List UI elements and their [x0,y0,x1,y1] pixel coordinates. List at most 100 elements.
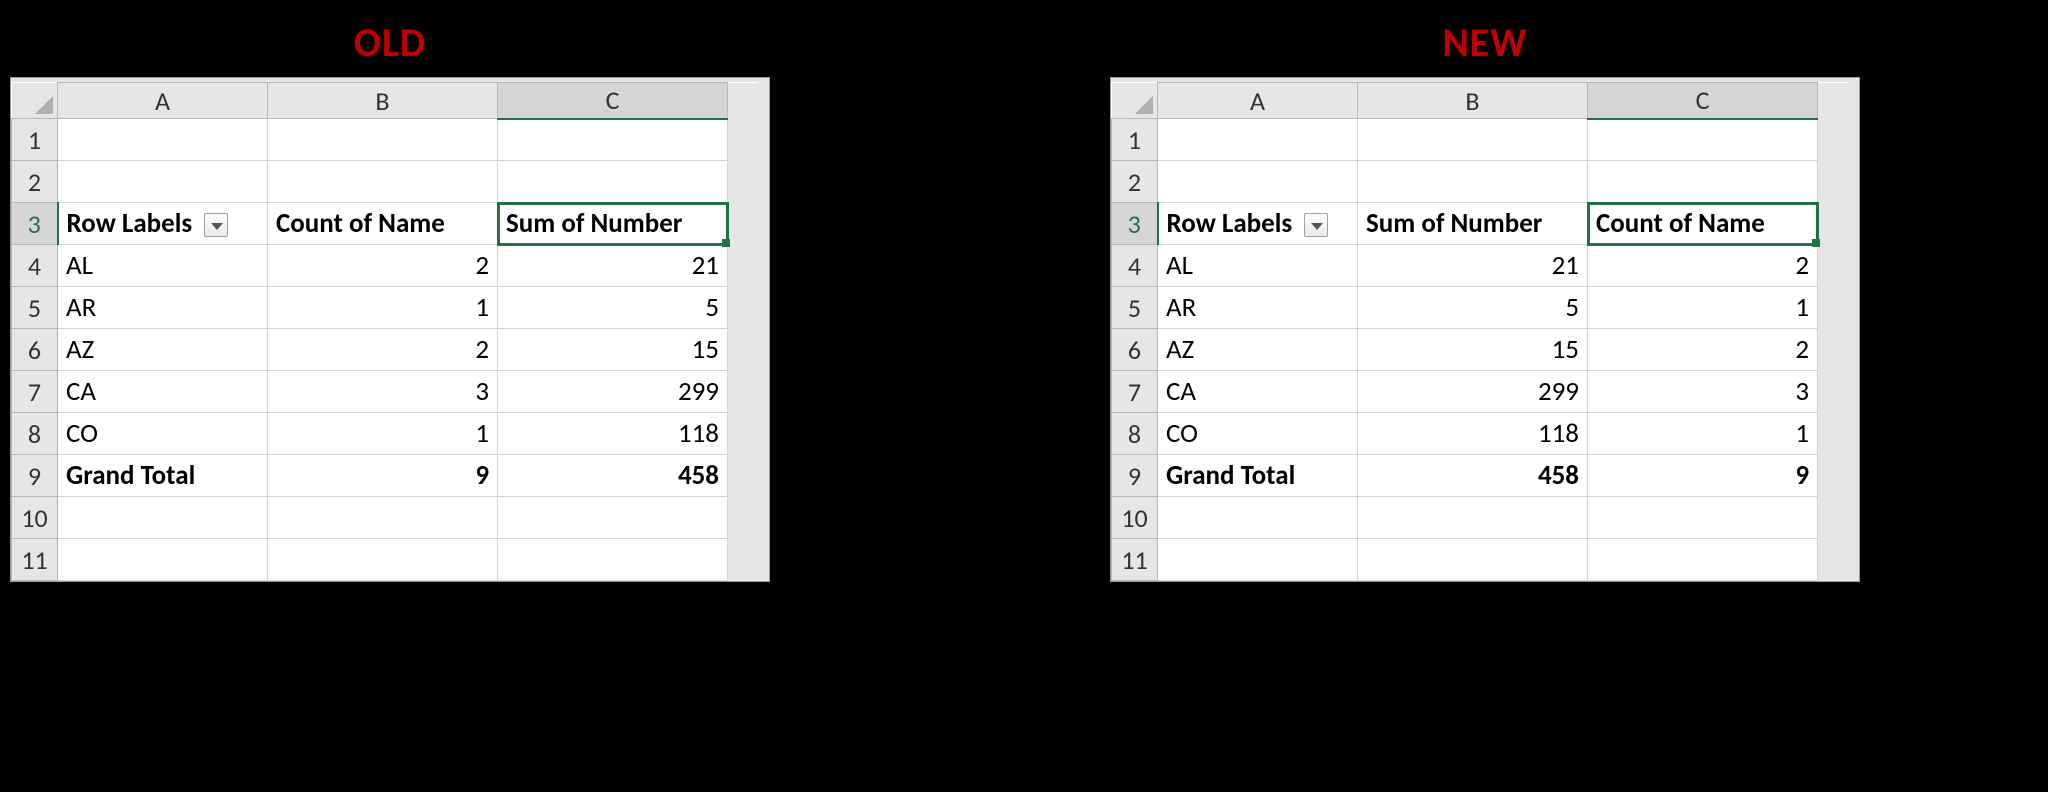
pivot-value[interactable]: 3 [268,371,498,413]
pivot-row-labels-header[interactable]: Row Labels [1158,203,1358,245]
cell[interactable] [58,539,268,581]
grand-total-label[interactable]: Grand Total [1158,455,1358,497]
cell[interactable] [1158,497,1358,539]
pivot-row-label[interactable]: AZ [1158,329,1358,371]
pivot-row-label[interactable]: CO [58,413,268,455]
col-header-a[interactable]: A [1158,83,1358,119]
row-header[interactable]: 5 [1112,287,1158,329]
cell[interactable] [498,539,728,581]
row-header[interactable]: 3 [12,203,58,245]
cell[interactable] [1158,161,1358,203]
cell[interactable] [268,497,498,539]
filter-dropdown-icon[interactable] [204,213,228,237]
cell[interactable] [268,161,498,203]
row-header[interactable]: 10 [12,497,58,539]
cell[interactable] [1588,497,1818,539]
pivot-value[interactable]: 2 [268,329,498,371]
row-header[interactable]: 11 [1112,539,1158,581]
row-header[interactable]: 7 [12,371,58,413]
cell[interactable] [1588,119,1818,161]
cell[interactable] [1358,539,1588,581]
row-header[interactable]: 1 [12,119,58,161]
cell[interactable] [268,539,498,581]
pivot-value[interactable]: 2 [1588,329,1818,371]
new-spreadsheet[interactable]: A B C 1 2 3 Row Labels Sum of Number Cou… [1111,82,1848,581]
pivot-row-label[interactable]: CA [1158,371,1358,413]
row-header[interactable]: 10 [1112,497,1158,539]
grand-total-value[interactable]: 9 [1588,455,1818,497]
row-header[interactable]: 9 [1112,455,1158,497]
row-header[interactable]: 2 [1112,161,1158,203]
cell[interactable] [1588,539,1818,581]
pivot-value[interactable]: 299 [498,371,728,413]
pivot-row-label[interactable]: AZ [58,329,268,371]
pivot-value[interactable]: 21 [498,245,728,287]
row-header[interactable]: 7 [1112,371,1158,413]
cell[interactable] [58,119,268,161]
pivot-row-label[interactable]: AR [58,287,268,329]
pivot-value-header-active[interactable]: Count of Name [1588,203,1818,245]
pivot-row-labels-header[interactable]: Row Labels [58,203,268,245]
row-header[interactable]: 4 [12,245,58,287]
pivot-value[interactable]: 2 [268,245,498,287]
row-header[interactable]: 8 [12,413,58,455]
cell[interactable] [58,497,268,539]
pivot-value[interactable]: 299 [1358,371,1588,413]
row-header[interactable]: 5 [12,287,58,329]
row-header[interactable]: 6 [12,329,58,371]
pivot-row-label[interactable]: AL [1158,245,1358,287]
pivot-value-header[interactable]: Count of Name [268,203,498,245]
pivot-row-label[interactable]: AL [58,245,268,287]
cell[interactable] [1158,119,1358,161]
row-header[interactable]: 2 [12,161,58,203]
row-header[interactable]: 6 [1112,329,1158,371]
pivot-row-label[interactable]: CO [1158,413,1358,455]
pivot-value[interactable]: 1 [1588,287,1818,329]
row-header[interactable]: 11 [12,539,58,581]
select-all-corner[interactable] [1112,83,1158,119]
pivot-value-header-active[interactable]: Sum of Number [498,203,728,245]
col-header-b[interactable]: B [1358,83,1588,119]
pivot-value[interactable]: 118 [1358,413,1588,455]
pivot-row-label[interactable]: AR [1158,287,1358,329]
grand-total-value[interactable]: 458 [1358,455,1588,497]
cell[interactable] [58,161,268,203]
pivot-value[interactable]: 1 [268,287,498,329]
cell[interactable] [498,497,728,539]
cell[interactable] [1358,119,1588,161]
row-header[interactable]: 9 [12,455,58,497]
old-spreadsheet[interactable]: A B C 1 2 3 Row Labels Count of Name Sum… [11,82,758,581]
cell[interactable] [498,161,728,203]
col-header-c[interactable]: C [498,83,728,119]
grand-total-value[interactable]: 458 [498,455,728,497]
col-header-b[interactable]: B [268,83,498,119]
pivot-value[interactable]: 2 [1588,245,1818,287]
row-header[interactable]: 3 [1112,203,1158,245]
pivot-row-label[interactable]: CA [58,371,268,413]
pivot-value[interactable]: 118 [498,413,728,455]
col-header-c[interactable]: C [1588,83,1818,119]
pivot-value[interactable]: 15 [1358,329,1588,371]
cell[interactable] [268,119,498,161]
pivot-value[interactable]: 21 [1358,245,1588,287]
pivot-value[interactable]: 5 [1358,287,1588,329]
row-header[interactable]: 8 [1112,413,1158,455]
col-header-a[interactable]: A [58,83,268,119]
row-header[interactable]: 4 [1112,245,1158,287]
cell[interactable] [498,119,728,161]
pivot-value[interactable]: 1 [268,413,498,455]
grand-total-value[interactable]: 9 [268,455,498,497]
filter-dropdown-icon[interactable] [1304,213,1328,237]
row-header[interactable]: 1 [1112,119,1158,161]
cell[interactable] [1358,497,1588,539]
cell[interactable] [1158,539,1358,581]
grand-total-label[interactable]: Grand Total [58,455,268,497]
select-all-corner[interactable] [12,83,58,119]
pivot-value[interactable]: 5 [498,287,728,329]
pivot-value-header[interactable]: Sum of Number [1358,203,1588,245]
cell[interactable] [1588,161,1818,203]
cell[interactable] [1358,161,1588,203]
pivot-value[interactable]: 3 [1588,371,1818,413]
pivot-value[interactable]: 15 [498,329,728,371]
pivot-value[interactable]: 1 [1588,413,1818,455]
